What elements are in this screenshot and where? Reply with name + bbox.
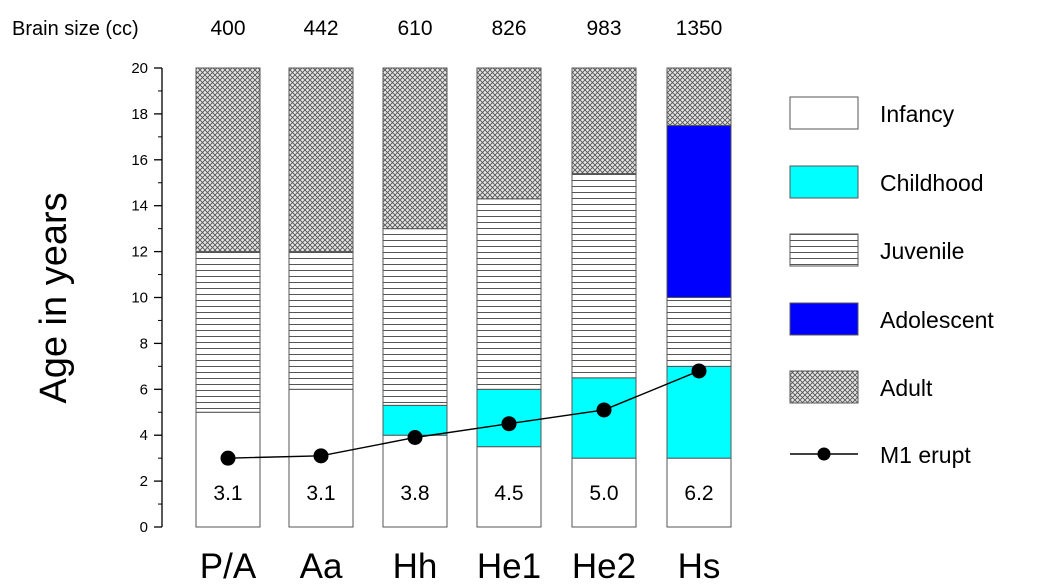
segment-adult xyxy=(288,67,354,253)
m1-point-hh xyxy=(407,429,423,445)
legend-item-infancy: Infancy xyxy=(789,96,955,130)
y-tick-label: 2 xyxy=(140,473,148,490)
bar-p-a xyxy=(195,67,261,528)
segment-juvenile xyxy=(666,297,732,367)
legend-label: Infancy xyxy=(880,101,955,127)
bar-he1 xyxy=(476,67,542,528)
m1-point-hs xyxy=(691,363,707,379)
segment-juvenile xyxy=(571,173,637,379)
legend-label: Adult xyxy=(880,375,933,401)
brain-size-hh: 610 xyxy=(397,17,432,40)
x-label-hh: Hh xyxy=(393,547,438,584)
y-tick-label: 0 xyxy=(140,519,148,536)
brain-size-p-a: 400 xyxy=(210,17,245,40)
y-axis: 0 2 4 6 8 10 12 14 16 18 20 xyxy=(131,60,163,536)
x-label-aa: Aa xyxy=(300,547,343,584)
m1-point-he2 xyxy=(596,402,612,418)
segment-adolescent xyxy=(666,124,732,298)
x-label-he2: He2 xyxy=(572,547,636,584)
segment-juvenile xyxy=(288,251,354,390)
m1-label-aa: 3.1 xyxy=(306,482,335,505)
m1-value-labels: 3.1 3.1 3.8 4.5 5.0 6.2 xyxy=(213,482,713,505)
legend-swatch xyxy=(789,233,859,267)
segment-juvenile xyxy=(195,251,261,413)
segment-childhood xyxy=(571,377,637,459)
x-axis-labels: P/A Aa Hh He1 He2 Hs xyxy=(200,547,721,584)
segment-infancy xyxy=(571,457,637,528)
segment-adult xyxy=(382,67,448,230)
m1-point-p-a xyxy=(220,450,236,466)
m1-label-hh: 3.8 xyxy=(400,482,429,505)
m1-point-he1 xyxy=(501,416,517,432)
segment-infancy xyxy=(476,446,542,528)
brain-size-values: 400 442 610 826 983 1350 xyxy=(210,17,722,40)
brain-size-label: Brain size (cc) xyxy=(12,18,139,40)
segment-adult xyxy=(571,67,637,175)
segment-infancy xyxy=(195,411,261,528)
segment-juvenile xyxy=(476,198,542,390)
legend-label: Adolescent xyxy=(880,307,994,333)
segment-adult xyxy=(476,67,542,200)
legend-marker xyxy=(817,447,831,461)
legend-label: Juvenile xyxy=(880,238,964,264)
segment-adult xyxy=(666,67,732,126)
legend-item-juvenile: Juvenile xyxy=(789,233,964,267)
m1-label-hs: 6.2 xyxy=(684,482,713,505)
m1-point-aa xyxy=(313,448,329,464)
bar-hh xyxy=(382,67,448,528)
y-tick-label: 4 xyxy=(140,427,148,444)
segment-infancy xyxy=(382,434,448,528)
legend-swatch xyxy=(789,165,859,199)
y-axis-label: Age in years xyxy=(33,192,75,403)
legend-item-adolescent: Adolescent xyxy=(789,302,994,336)
legend-label: M1 erupt xyxy=(880,442,971,468)
legend-label: Childhood xyxy=(880,170,984,196)
legend-swatch xyxy=(789,96,859,130)
segment-juvenile xyxy=(382,228,448,406)
segment-infancy xyxy=(666,457,732,528)
bar-he2 xyxy=(571,67,637,528)
legend-item-childhood: Childhood xyxy=(789,165,984,199)
x-label-hs: Hs xyxy=(678,547,721,584)
legend: Infancy Childhood Juvenile Adolescent Adult M… xyxy=(789,96,994,468)
m1-label-he2: 5.0 xyxy=(589,482,618,505)
bar-hs xyxy=(666,67,732,528)
segment-childhood xyxy=(666,365,732,459)
legend-item-adult: Adult xyxy=(789,370,933,404)
m1-erupt-line xyxy=(227,370,700,459)
x-label-he1: He1 xyxy=(477,547,541,584)
m1-erupt-series xyxy=(220,363,707,466)
brain-size-he2: 983 xyxy=(586,17,621,40)
y-tick-label: 8 xyxy=(140,335,148,352)
y-tick-label: 6 xyxy=(140,381,148,398)
brain-size-aa: 442 xyxy=(303,17,338,40)
y-tick-label: 16 xyxy=(131,152,148,169)
legend-swatch xyxy=(789,302,859,336)
brain-size-he1: 826 xyxy=(491,17,526,40)
legend-swatch xyxy=(789,370,859,404)
y-tick-label: 12 xyxy=(131,244,148,261)
y-tick-label: 20 xyxy=(131,60,148,77)
y-tick-label: 10 xyxy=(131,290,148,307)
x-label-p-a: P/A xyxy=(200,547,257,584)
m1-label-p-a: 3.1 xyxy=(213,482,242,505)
legend-item-m1-erupt: M1 erupt xyxy=(790,442,971,468)
y-tick-label: 14 xyxy=(131,198,148,215)
stacked-bars xyxy=(195,67,732,528)
y-tick-label: 18 xyxy=(131,106,148,123)
segment-adult xyxy=(195,67,261,253)
brain-size-hs: 1350 xyxy=(676,17,723,40)
m1-label-he1: 4.5 xyxy=(494,482,523,505)
